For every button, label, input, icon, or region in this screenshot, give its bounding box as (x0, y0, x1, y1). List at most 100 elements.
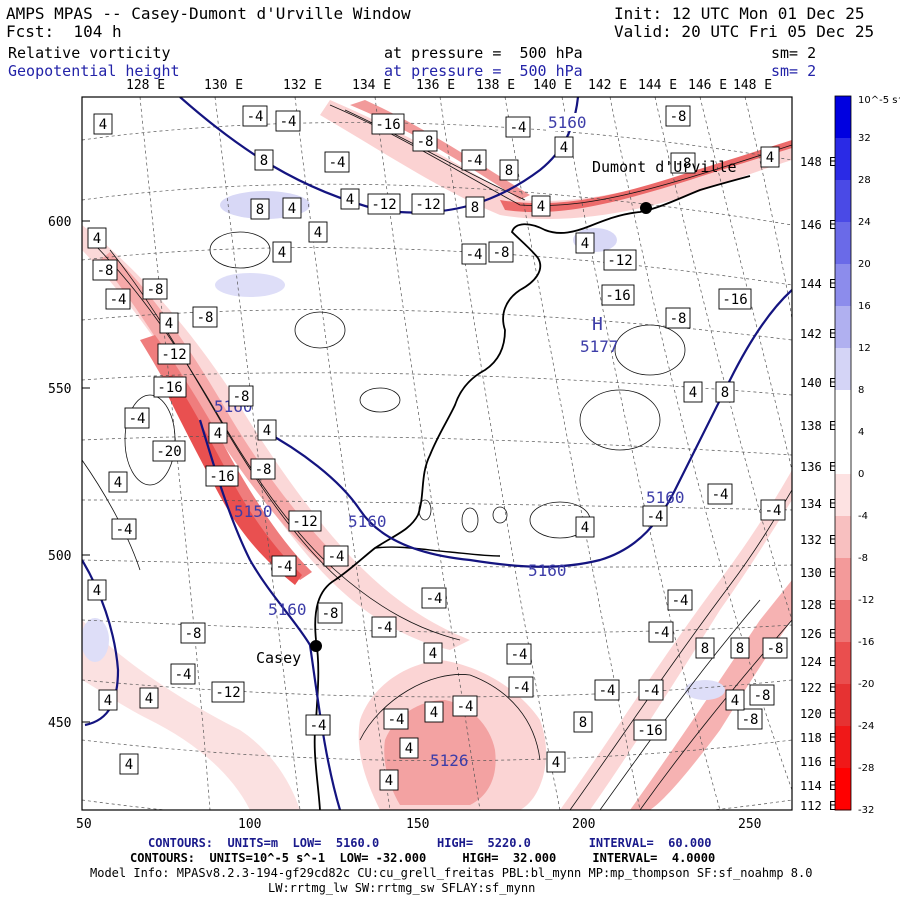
vorticity-value-label: -4 (124, 407, 150, 429)
svg-text:-20: -20 (156, 444, 181, 460)
vorticity-value-label: 4 (272, 241, 292, 263)
colorbar-swatch (835, 768, 851, 811)
field2-name: Geopotential height (8, 62, 180, 80)
svg-text:-4: -4 (280, 114, 297, 130)
vorticity-value-label: 4 (725, 689, 745, 711)
colorbar-label: 16 (858, 301, 871, 312)
vorticity-contour-info: CONTOURS: UNITS=10^-5 s^-1 LOW= -32.000 … (130, 851, 716, 865)
svg-text:-4: -4 (510, 120, 527, 136)
vorticity-value-label: -16 (153, 376, 187, 398)
vorticity-value-label: -4 (305, 714, 331, 736)
svg-text:-12: -12 (215, 685, 240, 701)
svg-text:-4: -4 (513, 680, 530, 696)
svg-text:8: 8 (736, 641, 744, 657)
svg-text:-4: -4 (653, 625, 670, 641)
colorbar-label: -28 (858, 763, 874, 774)
height-labels: 5160 5177 5160 5150 5160 5160 5160 5126 … (214, 113, 685, 770)
svg-text:-8: -8 (255, 462, 272, 478)
vorticity-value-label: 4 (423, 642, 443, 664)
vorticity-value-label: -8 (749, 684, 775, 706)
vorticity-value-label: -8 (412, 130, 438, 152)
svg-text:-4: -4 (116, 522, 133, 538)
height-contour-info: CONTOURS: UNITS=m LOW= 5160.0 HIGH= 5220… (148, 836, 712, 850)
right-longitude-label: 136 E (800, 460, 836, 474)
svg-text:-16: -16 (209, 469, 234, 485)
svg-text:-4: -4 (647, 509, 664, 525)
vorticity-value-label: -4 (594, 679, 620, 701)
vorticity-value-label: -8 (317, 602, 343, 624)
vorticity-value-label: -4 (760, 499, 786, 521)
svg-text:4: 4 (429, 646, 437, 662)
vorticity-value-label: -4 (371, 616, 397, 638)
svg-text:-8: -8 (670, 109, 687, 125)
svg-text:-4: -4 (466, 153, 483, 169)
height-label: 5150 (234, 502, 273, 521)
svg-text:4: 4 (288, 201, 296, 217)
height-label: 5160 (268, 600, 307, 619)
svg-text:-16: -16 (375, 117, 400, 133)
svg-text:4: 4 (263, 423, 271, 439)
x-tick-label: 100 (238, 817, 261, 832)
right-longitude-label: 116 E (800, 755, 836, 769)
svg-text:4: 4 (99, 117, 107, 133)
vorticity-value-label: -12 (367, 193, 401, 215)
svg-text:-4: -4 (328, 549, 345, 565)
vorticity-value-label: -4 (324, 151, 350, 173)
colorbar-swatch (835, 642, 851, 685)
vorticity-value-label: -4 (242, 105, 268, 127)
vorticity-value-label: 4 (119, 753, 139, 775)
vorticity-value-label: 4 (531, 195, 551, 217)
colorbar-swatch (835, 348, 851, 391)
svg-text:-12: -12 (415, 197, 440, 213)
right-longitude-label: 128 E (800, 598, 836, 612)
colorbar: 10^-5 s^-1 32 28 24 20 16 12 8 4 0 -4 -8 -12 -16 -20 -… (834, 95, 900, 816)
svg-text:-12: -12 (607, 253, 632, 269)
svg-text:-8: -8 (322, 606, 339, 622)
height-label: 5160 (548, 113, 587, 132)
vorticity-value-label: 4 (546, 751, 566, 773)
svg-text:-8: -8 (197, 310, 214, 326)
field1-name: Relative vorticity (8, 44, 171, 62)
svg-text:4: 4 (346, 192, 354, 208)
vorticity-value-label: -16 (205, 465, 239, 487)
vorticity-value-label: -8 (670, 152, 696, 174)
casey-marker[interactable] (310, 640, 322, 652)
vorticity-value-label: 4 (424, 701, 444, 723)
svg-text:8: 8 (256, 202, 264, 218)
stations: Casey Dumont d'Urville (256, 158, 737, 667)
colorbar-swatch (835, 600, 851, 643)
top-longitude-label: 134 E (352, 78, 392, 93)
top-longitude-label: 132 E (283, 78, 323, 93)
bottom-axis: 50 100 150 200 250 (76, 817, 761, 832)
right-longitude-label: 112 E (800, 799, 836, 813)
height-label: 5126 (430, 751, 469, 770)
vorticity-value-label: 4 (554, 136, 574, 158)
vorticity-value-label: -8 (142, 278, 168, 300)
vorticity-value-label: -4 (648, 621, 674, 643)
colorbar-label: 28 (858, 175, 871, 186)
field2-level: at pressure = 500 hPa (384, 62, 583, 80)
colorbar-label: 8 (858, 385, 864, 396)
svg-text:4: 4 (430, 705, 438, 721)
vorticity-value-label: -4 (421, 587, 447, 609)
colorbar-label: -8 (858, 553, 868, 564)
y-tick-label: 550 (48, 382, 71, 397)
dumont-durville-marker[interactable] (640, 202, 652, 214)
svg-text:-4: -4 (672, 593, 689, 609)
right-longitude-label: 144 E (800, 277, 836, 291)
svg-text:-4: -4 (712, 487, 729, 503)
svg-text:4: 4 (145, 691, 153, 707)
x-tick-label: 50 (76, 817, 92, 832)
svg-text:4: 4 (689, 385, 697, 401)
colorbar-label: -24 (858, 721, 874, 732)
svg-text:-4: -4 (426, 591, 443, 607)
top-longitude-label: 128 E (126, 78, 166, 93)
svg-text:4: 4 (93, 583, 101, 599)
svg-text:-12: -12 (371, 197, 396, 213)
map-frame-border (81, 96, 793, 811)
valid-time: Valid: 20 UTC Fri 05 Dec 25 (614, 22, 875, 41)
svg-text:4: 4 (214, 426, 222, 442)
vorticity-value-label: 4 (399, 737, 419, 759)
top-longitude-label: 146 E (688, 78, 728, 93)
vorticity-value-label: -8 (228, 385, 254, 407)
